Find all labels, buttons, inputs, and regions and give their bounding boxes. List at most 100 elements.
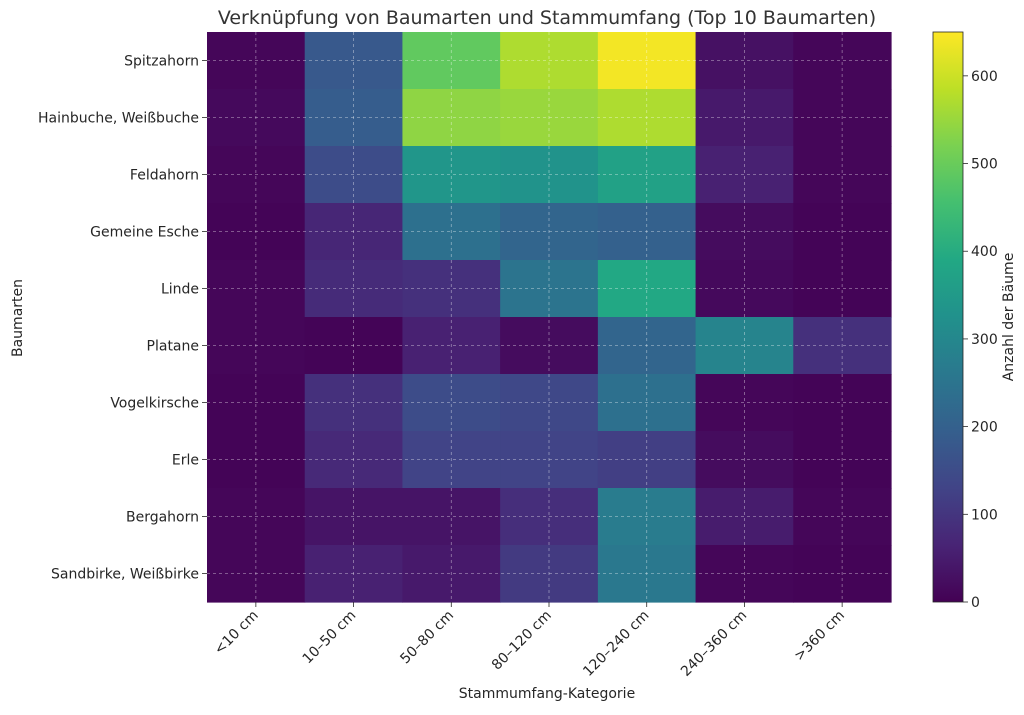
heatmap-cell — [402, 260, 501, 318]
heatmap-cell — [304, 146, 404, 204]
heatmap-cell — [207, 203, 306, 261]
heatmap-cell — [695, 203, 794, 261]
y-tick-label: Linde — [161, 282, 199, 298]
heatmap-cell — [793, 146, 892, 204]
y-tick-label: Hainbuche, Weißbuche — [38, 111, 199, 127]
heatmap-cell — [402, 374, 501, 432]
x-tick-label: 80–120 cm — [489, 608, 555, 674]
heatmap-cell — [402, 431, 501, 489]
heatmap-cell — [597, 260, 697, 318]
y-tick-label: Sandbirke, Weißbirke — [51, 567, 199, 583]
chart-title: Verknüpfung von Baumarten und Stammumfan… — [218, 7, 876, 29]
heatmap-cell — [304, 32, 404, 90]
x-tick-label: 120–240 cm — [580, 608, 652, 680]
heatmap-cell — [304, 260, 404, 318]
y-tick-label: Platane — [147, 339, 199, 355]
colorbar-tick-label: 300 — [971, 332, 998, 348]
heatmap-cell — [695, 89, 794, 147]
heatmap-cell — [793, 89, 892, 147]
heatmap-cell — [402, 89, 501, 147]
heatmap-cell — [695, 32, 794, 90]
heatmap-cell — [597, 146, 697, 204]
heatmap-cell — [695, 146, 794, 204]
heatmap-cell — [597, 317, 697, 375]
heatmap-cell — [695, 431, 794, 489]
colorbar-ticks: 0 100 200 300 400 500 600 — [963, 69, 998, 611]
heatmap-cell — [207, 89, 306, 147]
heatmap-cell — [207, 545, 306, 603]
heatmap-cell — [207, 374, 306, 432]
heatmap-cell — [500, 203, 599, 261]
colorbar-tick-label: 400 — [971, 244, 998, 260]
heatmap-cell — [500, 260, 599, 318]
heatmap-cell — [793, 374, 892, 432]
heatmap-cell — [402, 545, 501, 603]
heatmap-cell — [597, 431, 697, 489]
heatmap-cell — [597, 488, 697, 546]
x-tick-label: 50–80 cm — [397, 608, 457, 668]
heatmap-cell — [500, 146, 599, 204]
heatmap-cell — [500, 488, 599, 546]
y-tick-label: Erle — [172, 453, 199, 469]
y-tick-label: Feldahorn — [130, 168, 199, 184]
heatmap-cell — [597, 545, 697, 603]
heatmap-cell — [695, 260, 794, 318]
heatmap-cell — [304, 89, 404, 147]
y-axis-label: Baumarten — [10, 279, 26, 357]
heatmap-cell — [304, 488, 404, 546]
heatmap-cell — [597, 203, 697, 261]
colorbar-label: Anzahl der Bäume — [1001, 253, 1017, 382]
x-tick-label: >360 cm — [791, 608, 848, 665]
heatmap-cell — [207, 317, 306, 375]
heatmap-cell — [793, 545, 892, 603]
heatmap-cell — [207, 431, 306, 489]
heatmap-cell — [695, 488, 794, 546]
heatmap-cell — [304, 545, 404, 603]
heatmap-cell — [207, 260, 306, 318]
heatmap-cell — [793, 488, 892, 546]
y-tick-label: Bergahorn — [126, 510, 199, 526]
heatmap-cell — [304, 203, 404, 261]
y-tick-label: Vogelkirsche — [110, 396, 199, 412]
heatmap-cell — [402, 146, 501, 204]
heatmap-cell — [793, 32, 892, 90]
colorbar-tick-label: 100 — [971, 507, 998, 523]
heatmap-cell — [695, 317, 794, 375]
heatmap-cell — [402, 488, 501, 546]
colorbar-tick-label: 500 — [971, 157, 998, 173]
y-tick-label: Gemeine Esche — [90, 225, 199, 241]
heatmap-cell — [500, 32, 599, 90]
heatmap-cell — [500, 317, 599, 375]
heatmap-cell — [500, 545, 599, 603]
y-tick-label: Spitzahorn — [124, 54, 199, 70]
heatmap-cell — [597, 32, 697, 90]
x-axis-label: Stammumfang-Kategorie — [459, 686, 635, 702]
heatmap-cell — [402, 203, 501, 261]
heatmap-cell — [304, 431, 404, 489]
colorbar-tick-label: 600 — [971, 69, 998, 85]
heatmap-cell — [304, 374, 404, 432]
x-tick-label: <10 cm — [211, 608, 261, 658]
heatmap-cell — [207, 488, 306, 546]
x-axis-ticks: <10 cm 10–50 cm 50–80 cm 80–120 cm 120–240 c… — [211, 602, 848, 680]
heatmap-cell — [207, 32, 306, 90]
heatmap-cell — [304, 317, 404, 375]
heatmap-cell — [695, 374, 794, 432]
x-tick-label: 10–50 cm — [300, 608, 360, 668]
heatmap-cell — [597, 374, 697, 432]
y-axis-ticks: Spitzahorn Hainbuche, Weißbuche Feldahorn G… — [38, 54, 207, 583]
heatmap-cell — [695, 545, 794, 603]
x-tick-label: 240–360 cm — [678, 608, 750, 680]
heatmap-cells — [207, 32, 892, 603]
grid-lines — [207, 32, 891, 602]
heatmap-cell — [793, 431, 892, 489]
heatmap-cell — [500, 89, 599, 147]
heatmap-cell — [402, 32, 501, 90]
heatmap-cell — [793, 260, 892, 318]
heatmap-cell — [500, 374, 599, 432]
heatmap-cell — [597, 89, 697, 147]
heatmap-cell — [793, 203, 892, 261]
heatmap-cell — [207, 146, 306, 204]
